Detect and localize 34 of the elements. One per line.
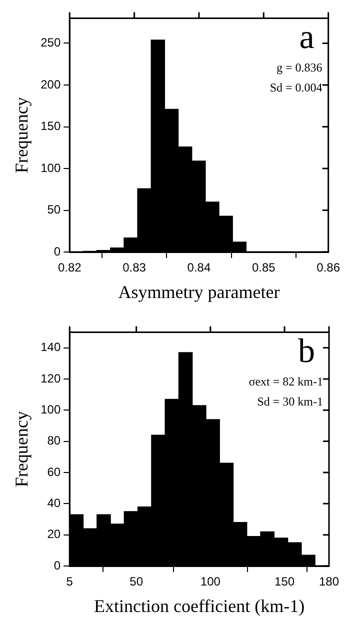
y-tick-label: 40 [47,496,61,510]
x-tick-label: 100 [200,574,221,589]
y-tick-label: 0 [54,558,61,572]
x-tick-label: 50 [130,574,144,589]
annotation: b [298,333,315,370]
x-tick-label: 0.82 [58,260,82,275]
x-tick-label: 150 [274,574,295,589]
y-tick-label: 250 [40,36,61,50]
y-axis-title: Frequency [12,411,32,488]
y-axis-title: Frequency [12,97,32,174]
y-tick-label: 0 [54,244,61,258]
annotation: g = 0.836 [276,60,322,74]
y-tick-label: 50 [47,202,61,217]
y-tick-label: 100 [40,402,61,416]
y-tick-label: 80 [47,434,61,448]
annotation: a [299,19,314,56]
x-tick-label: 180 [318,574,340,589]
y-tick-label: 60 [47,464,61,479]
x-tick-label: 0.84 [187,260,211,275]
annotation: Sd = 30 km-1 [257,394,323,408]
x-tick-label: 0.85 [252,260,276,275]
x-tick-label: 5 [66,574,74,589]
y-tick-label: 120 [40,371,61,386]
x-axis-title: Asymmetry parameter [118,282,280,302]
x-tick-label: 0.86 [316,260,340,275]
x-axis-title: Extinction coefficient (km-1) [94,596,305,616]
y-tick-label: 20 [47,527,61,542]
annotation: σext = 82 km-1 [248,374,323,388]
y-tick-label: 100 [40,160,61,175]
y-tick-label: 150 [40,119,61,134]
x-tick-label: 0.83 [122,260,146,275]
y-tick-label: 200 [40,77,61,92]
y-tick-label: 140 [40,340,61,354]
annotation: Sd = 0.004 [270,80,322,94]
